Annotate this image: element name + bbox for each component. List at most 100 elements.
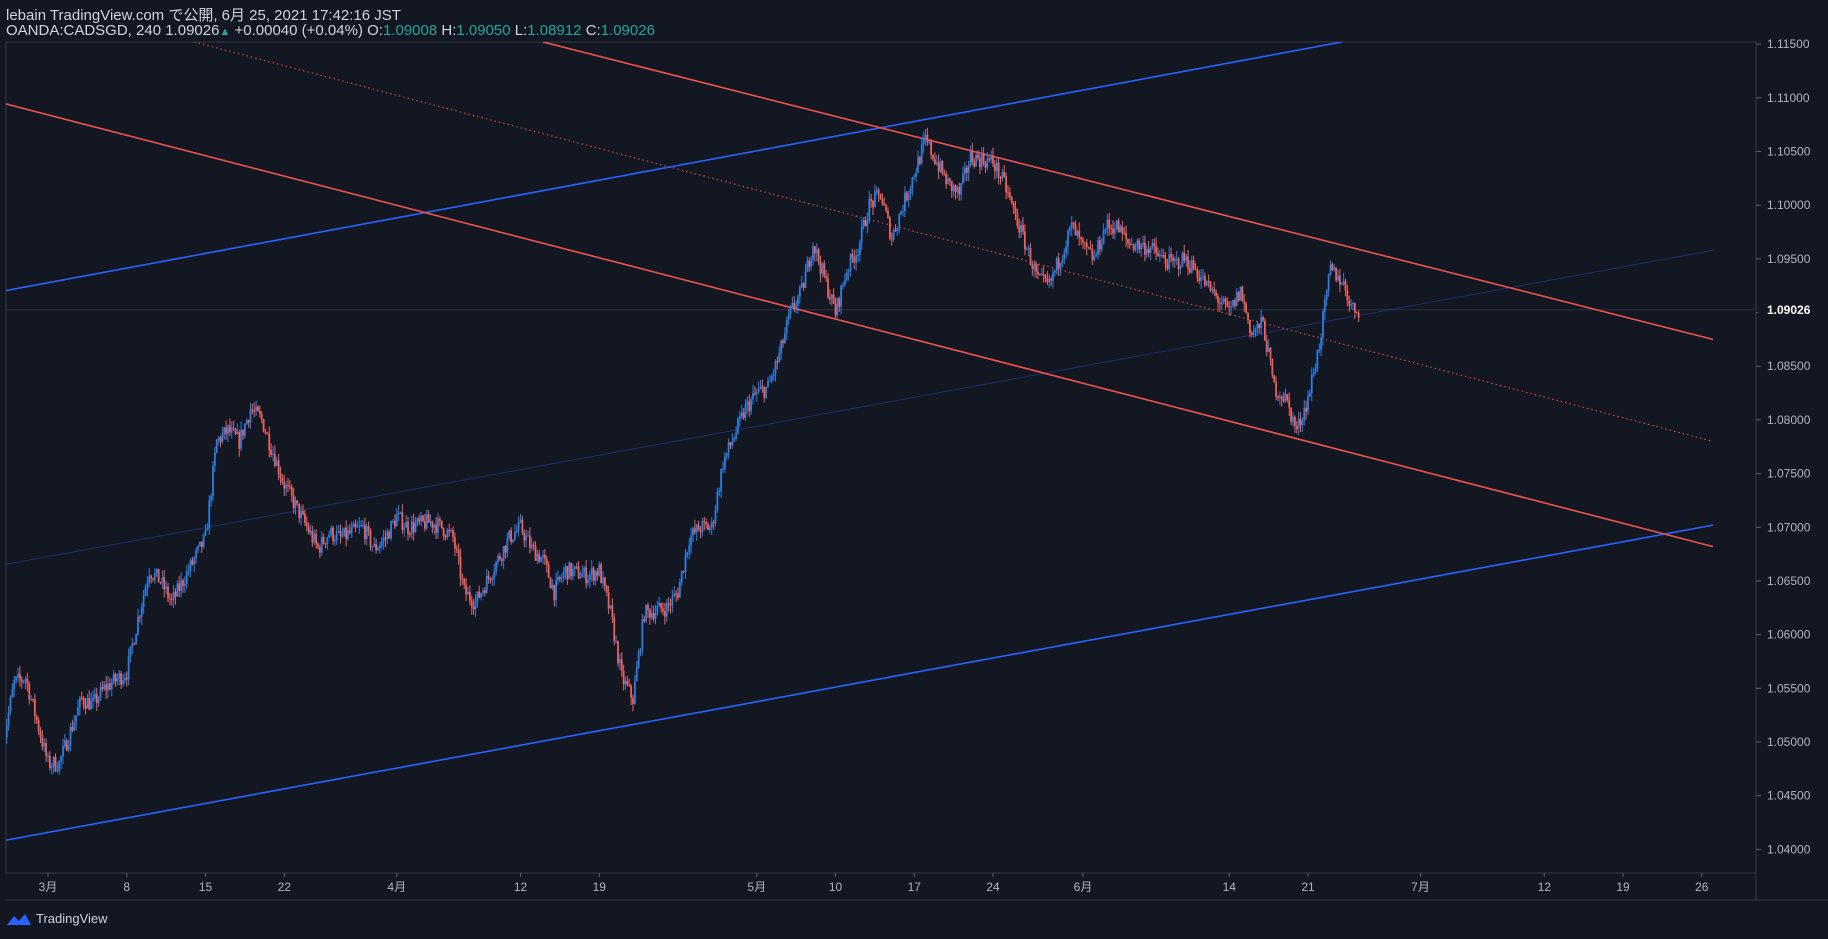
candle-body [832, 294, 835, 304]
candle-body [1303, 407, 1306, 421]
candle-body [1149, 247, 1152, 254]
candle-body [1033, 264, 1036, 270]
price-tick-label: 1.05000 [1767, 735, 1811, 749]
candle-body [197, 545, 199, 551]
candle-body [470, 600, 473, 607]
candle-body [159, 582, 162, 584]
candle-body [146, 582, 149, 589]
candle-body [208, 500, 211, 529]
candle-body [1203, 276, 1206, 286]
candle-body [437, 518, 439, 533]
candle-body [662, 608, 664, 612]
candle-body [607, 592, 610, 609]
price-tick-label: 1.11500 [1767, 37, 1810, 51]
candle-body [78, 697, 81, 708]
candle-body [482, 590, 484, 594]
candle-body [84, 704, 87, 709]
candle-body [813, 246, 816, 254]
candle-body [785, 320, 788, 334]
candle-body [731, 441, 734, 445]
candle-body [273, 453, 276, 466]
candle-body [723, 456, 726, 469]
candle-body [127, 656, 130, 680]
candle-body [849, 254, 852, 272]
candle-body [1190, 260, 1193, 273]
candle-body [817, 249, 820, 263]
candle-body [1179, 266, 1182, 269]
candle-body [356, 526, 359, 528]
candle-body [1325, 290, 1328, 300]
candle-body [1293, 416, 1296, 426]
candle-body [493, 572, 496, 579]
candle-body [1256, 324, 1259, 329]
candle-body [1265, 340, 1268, 352]
candle-body [1113, 229, 1116, 234]
candle-body [673, 593, 676, 597]
candle-body [223, 427, 226, 434]
candle-body [626, 680, 629, 685]
candle-body [1025, 249, 1028, 251]
candle-body [118, 673, 121, 679]
candle-body [853, 257, 856, 263]
candle-body [600, 564, 603, 584]
candle-body [407, 521, 409, 534]
candle-body [562, 572, 565, 578]
time-tick-label: 4月 [387, 880, 406, 894]
price-tick-label: 1.08500 [1767, 359, 1811, 373]
candle-body [521, 519, 524, 533]
candle-body [712, 522, 715, 524]
candle-body [11, 689, 14, 698]
candle-body [1048, 278, 1051, 283]
candle-body [101, 687, 104, 689]
candle-body [1342, 281, 1345, 285]
candle-body [13, 679, 16, 690]
candle-body [729, 442, 732, 445]
candle-body [1230, 306, 1233, 308]
candle-body [1181, 252, 1184, 267]
candle-body [92, 697, 94, 701]
candle-body [50, 766, 53, 768]
candle-body [1278, 396, 1281, 398]
candle-body [937, 162, 940, 172]
candle-body [487, 575, 490, 579]
candle-body [1224, 298, 1227, 302]
candle-body [752, 393, 754, 400]
candle-body [701, 521, 704, 532]
candle-body [928, 141, 931, 143]
candle-body [652, 612, 655, 619]
candle-body [806, 260, 809, 272]
candle-body [999, 177, 1002, 179]
candle-body [1029, 248, 1032, 265]
candle-body [292, 495, 295, 509]
candle-body [515, 530, 518, 533]
candle-body [93, 693, 96, 698]
candle-body [285, 484, 288, 489]
candle-body [1095, 254, 1098, 257]
candle-body [350, 527, 353, 533]
footer-brand[interactable]: TradingView [6, 911, 108, 926]
trendline-5 [6, 103, 1714, 548]
candle-body [787, 314, 790, 321]
candle-body [142, 595, 145, 607]
candle-body [868, 198, 871, 221]
candle-body [90, 700, 93, 710]
candle-body [572, 569, 574, 577]
candle-body [917, 157, 919, 173]
candle-body [603, 577, 606, 586]
candle-body [86, 698, 89, 709]
candle-body [1157, 252, 1159, 257]
candle-body [288, 486, 291, 488]
candle-body [669, 604, 672, 606]
candle-body [622, 670, 625, 685]
low-label: L: [514, 22, 528, 39]
candle-body [1290, 407, 1293, 422]
candle-body [219, 437, 222, 443]
candle-body [703, 521, 706, 523]
candle-body [768, 380, 771, 382]
candle-body [1170, 254, 1173, 258]
ohlc-legend: OANDA:CADSGD, 240 1.09026▲ +0.00040 (+0.… [6, 22, 655, 39]
candle-body [1140, 245, 1143, 250]
candle-body [647, 604, 649, 610]
candle-body [1329, 264, 1332, 275]
